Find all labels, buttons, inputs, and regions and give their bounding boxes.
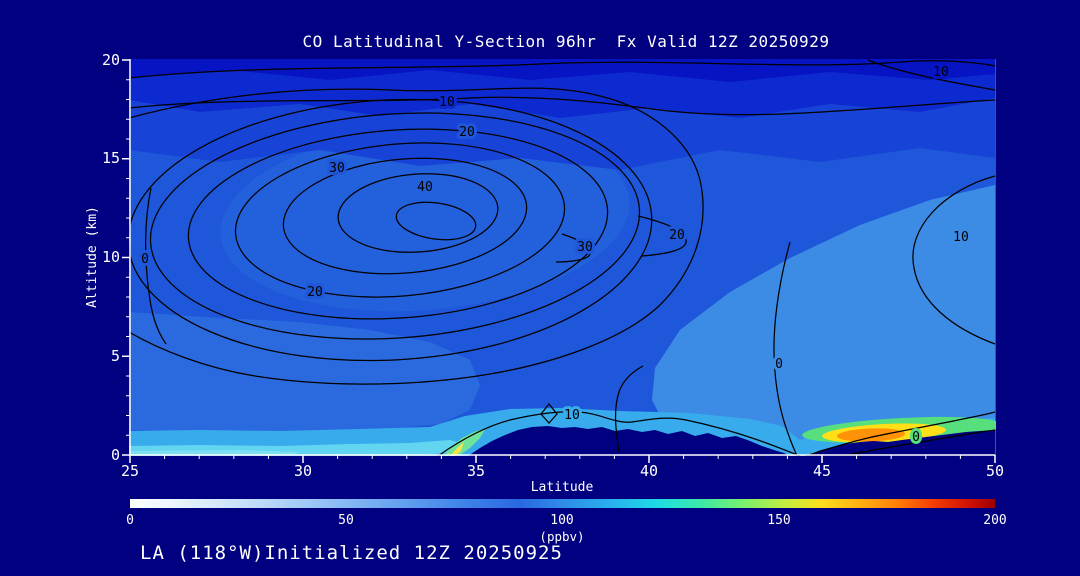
x-tick-label: 45 xyxy=(813,462,831,480)
contour-topright-10 xyxy=(867,59,996,91)
contour-label: 10 xyxy=(953,230,969,245)
contour-surface-0-right xyxy=(841,429,996,456)
contour-line-35 xyxy=(282,157,528,275)
contour-label: 0 xyxy=(775,357,783,372)
y-axis-ticks xyxy=(122,59,130,456)
field-lowerleft-patch xyxy=(129,312,480,432)
contour-line-40 xyxy=(337,173,499,253)
contour-surface-diamond xyxy=(540,402,558,424)
contour-line-25 xyxy=(187,128,609,320)
init-annotation: LA (118°W)Initialized 12Z 20250925 xyxy=(140,542,563,564)
colorbar-tick-label: 200 xyxy=(983,513,1006,528)
colorbar-tick-label: 150 xyxy=(767,513,790,528)
terrain-central xyxy=(468,426,790,456)
contour-surface-10-right xyxy=(805,411,996,456)
contour-bulge-20 xyxy=(637,215,687,257)
contour-label: 30 xyxy=(329,161,345,176)
contour-right-10 xyxy=(912,175,996,345)
contour-label: 10 xyxy=(564,408,580,423)
contour-label: 0 xyxy=(912,430,920,445)
contour-line-20 xyxy=(149,112,641,340)
contour-label: 30 xyxy=(577,240,593,255)
contour-label: 10 xyxy=(439,95,455,110)
terrain-right xyxy=(808,430,995,456)
x-tick-label: 25 xyxy=(121,462,139,480)
x-axis-title: Latitude xyxy=(531,480,594,495)
y-tick-label: 0 xyxy=(111,446,120,464)
x-axis-ticks xyxy=(129,455,996,463)
contour-topline-1 xyxy=(129,60,996,79)
contour-zero-vertical xyxy=(773,241,798,456)
field-cyan-brightest xyxy=(129,450,300,455)
coastal-yellow-sliver xyxy=(450,442,464,456)
colorbar-tick-label: 100 xyxy=(550,513,573,528)
y-axis-title: Altitude (km) xyxy=(85,206,100,308)
coastal-green-sliver xyxy=(444,428,486,456)
x-tick-label: 35 xyxy=(467,462,485,480)
y-tick-label: 10 xyxy=(102,248,120,266)
field-lowerright-patch xyxy=(652,185,995,452)
contour-line-30 xyxy=(234,142,566,298)
hotspot-orange xyxy=(837,428,905,442)
y-tick-label: 20 xyxy=(102,51,120,69)
y-tick-label: 15 xyxy=(102,149,120,167)
contour-label: 10 xyxy=(933,65,949,80)
colorbar-tick-label: 50 xyxy=(338,513,354,528)
plot-area: 10 20 30 40 30 20 20 0 10 10 10 0 0 xyxy=(129,59,996,456)
contour-surface-10 xyxy=(437,411,801,456)
contour-valley-line xyxy=(614,365,644,453)
contour-left-zero xyxy=(145,187,167,345)
x-tick-label: 30 xyxy=(294,462,312,480)
colorbar-unit-label: (ppbv) xyxy=(539,529,584,544)
colorbar: 0 50 100 150 200 (ppbv) xyxy=(126,499,1007,544)
contour-label: 40 xyxy=(417,180,433,195)
contour-line-45 xyxy=(395,201,477,241)
x-tick-label: 40 xyxy=(640,462,658,480)
colorbar-tick-label: 0 xyxy=(126,513,134,528)
chart-title: CO Latitudinal Y-Section 96hr Fx Valid 1… xyxy=(303,32,830,51)
contour-bulge-30 xyxy=(555,233,591,263)
contour-label: 0 xyxy=(141,252,149,267)
contour-label: 20 xyxy=(307,285,323,300)
x-tick-label: 50 xyxy=(986,462,1004,480)
y-tick-label: 5 xyxy=(111,347,120,365)
contour-topline-2 xyxy=(129,96,996,116)
contour-label: 20 xyxy=(669,228,685,243)
contour-line-10-outer xyxy=(129,87,704,385)
contour-label: 20 xyxy=(459,125,475,140)
colorbar-gradient xyxy=(130,499,995,508)
field-core-patch xyxy=(220,124,630,312)
